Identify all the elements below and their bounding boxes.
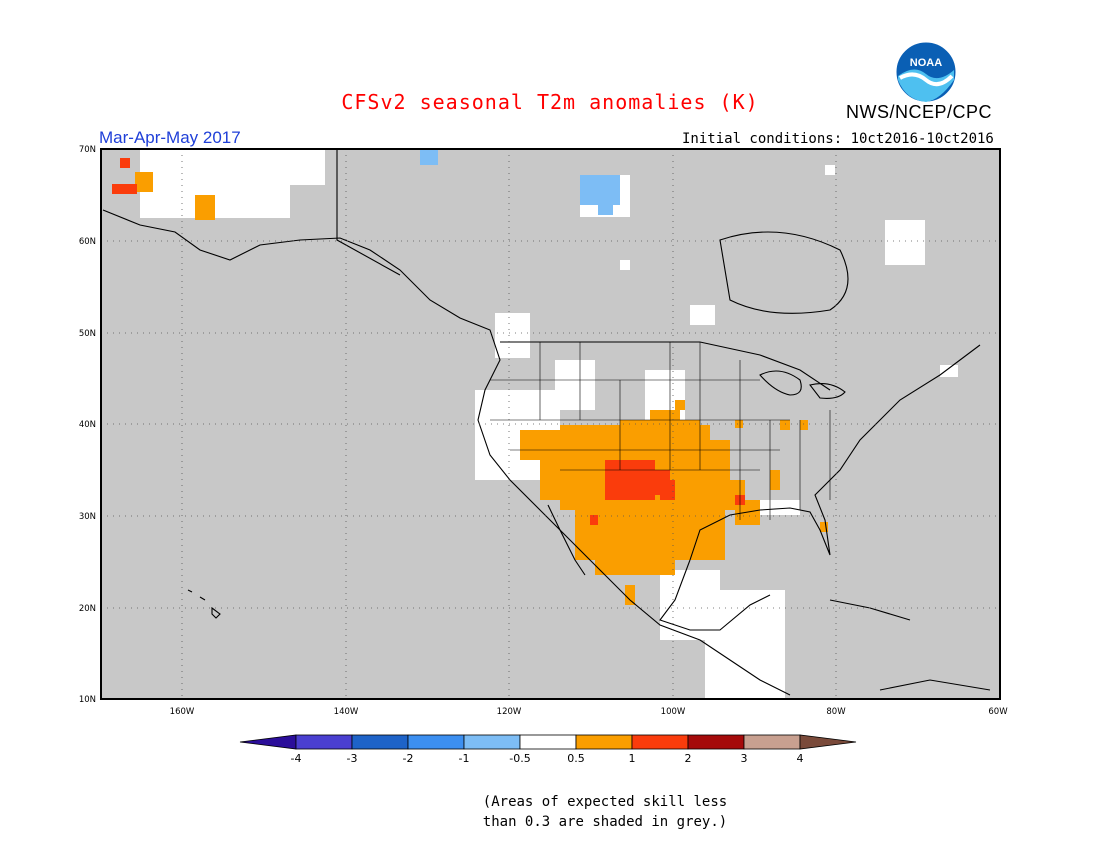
lon-label: 60W xyxy=(988,707,1008,717)
colorbar-segment xyxy=(351,734,409,750)
colorbar-label: -2 xyxy=(403,752,414,765)
initial-conditions-label: Initial conditions: 10ct2016-10ct2016 xyxy=(682,131,994,147)
lon-labels: 160W 140W 120W 100W 80W 60W xyxy=(170,707,1009,717)
lat-labels: 10N 20N 30N 40N 50N 60N 70N xyxy=(79,145,96,705)
light-blue-cells xyxy=(420,150,620,215)
colorbar-segment xyxy=(575,734,633,750)
colorbar-label: 4 xyxy=(797,752,804,765)
red-orange-cells xyxy=(112,158,745,525)
colorbar-segment xyxy=(743,734,801,750)
colorbar-label: -0.5 xyxy=(509,752,530,765)
colorbar-segment xyxy=(631,734,689,750)
colorbar-label: -3 xyxy=(347,752,358,765)
colorbar-arrow-high xyxy=(799,734,857,750)
skill-note-line: (Areas of expected skill less xyxy=(482,794,728,810)
colorbar: -4 -3 -2 -1 -0.5 0.5 1 2 3 4 xyxy=(239,734,857,765)
lon-label: 160W xyxy=(170,707,195,717)
agency-label: NWS/NCEP/CPC xyxy=(846,102,993,122)
colorbar-label: 3 xyxy=(741,752,748,765)
lat-label: 50N xyxy=(79,329,96,339)
map-title: CFSv2 seasonal T2m anomalies (K) xyxy=(341,90,759,114)
season-label: Mar-Apr-May 2017 xyxy=(99,128,241,147)
colorbar-segment xyxy=(463,734,521,750)
skill-note-line: than 0.3 are shaded in grey.) xyxy=(482,814,728,830)
colorbar-segment xyxy=(407,734,465,750)
lon-label: 80W xyxy=(826,707,846,717)
lat-label: 60N xyxy=(79,237,96,247)
colorbar-label: -1 xyxy=(459,752,470,765)
lon-label: 140W xyxy=(334,707,359,717)
colorbar-label: 0.5 xyxy=(567,752,585,765)
skill-note: (Areas of expected skill less than 0.3 a… xyxy=(470,792,740,832)
map-frame xyxy=(100,148,1001,700)
colorbar-segment xyxy=(295,734,353,750)
lat-label: 10N xyxy=(79,695,96,705)
colorbar-segment xyxy=(687,734,745,750)
lon-label: 100W xyxy=(661,707,686,717)
colorbar-arrow-low xyxy=(239,734,297,750)
lat-label: 20N xyxy=(79,604,96,614)
colorbar-label: -4 xyxy=(291,752,302,765)
noaa-logo-text: NOAA xyxy=(910,57,942,69)
colorbar-label: 2 xyxy=(685,752,692,765)
colorbar-label: 1 xyxy=(629,752,636,765)
coastlines xyxy=(102,150,991,696)
colorbar-segment xyxy=(519,734,577,750)
noaa-logo: NOAA xyxy=(894,40,958,108)
lat-label: 40N xyxy=(79,420,96,430)
state-borders xyxy=(490,342,831,520)
lon-label: 120W xyxy=(497,707,522,717)
lat-label: 30N xyxy=(79,512,96,522)
lat-label: 70N xyxy=(79,145,96,155)
